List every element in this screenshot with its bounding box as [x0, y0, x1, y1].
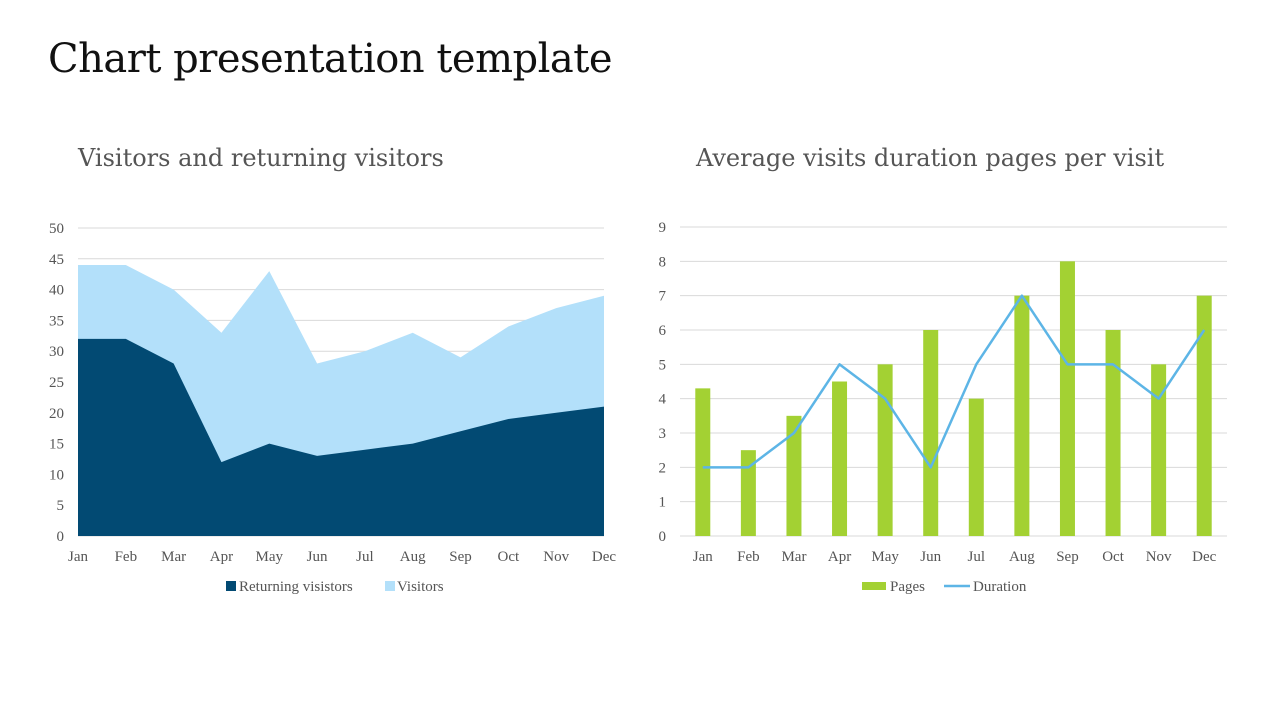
area-x-tick: Jun: [307, 549, 328, 565]
legend-returning-swatch: [226, 581, 236, 591]
bar-x-tick: Jan: [693, 549, 713, 565]
area-x-tick: Mar: [161, 549, 186, 565]
area-x-tick: Jan: [68, 549, 88, 565]
area-x-tick: Oct: [498, 549, 520, 565]
bar-x-tick: Aug: [1009, 549, 1035, 565]
bar-y-tick: 6: [659, 323, 667, 339]
bar-x-tick: Jun: [920, 549, 941, 565]
area-y-tick: 50: [49, 221, 64, 237]
bar-y-tick: 1: [659, 495, 667, 511]
area-x-tick: May: [256, 549, 284, 565]
pages-bar: [968, 398, 984, 536]
pages-bar: [1105, 330, 1121, 536]
area-x-tick: Sep: [449, 549, 472, 565]
legend-duration-label: Duration: [973, 579, 1027, 595]
page-title: Chart presentation template: [48, 36, 613, 82]
pages-bar: [740, 450, 756, 536]
legend-returning-label: Returning visistors: [239, 579, 353, 595]
bar-chart-title: Average visits duration pages per visit: [696, 144, 1165, 172]
bar-y-tick: 0: [659, 529, 667, 545]
area-y-tick: 30: [49, 344, 64, 360]
area-x-tick: Feb: [115, 549, 138, 565]
pages-bar: [1059, 261, 1075, 536]
pages-bar: [786, 415, 802, 536]
area-y-tick: 5: [57, 498, 65, 514]
area-x-tick: Nov: [543, 549, 569, 565]
area-returning-visitors: [78, 338, 604, 536]
pages-bar: [923, 330, 939, 536]
area-y-tick: 10: [49, 467, 64, 483]
bar-y-tick: 7: [659, 289, 667, 305]
pages-bar: [695, 388, 711, 536]
area-x-tick: Jul: [356, 549, 374, 565]
pages-bar: [1014, 295, 1030, 536]
bar-x-tick: Apr: [828, 549, 851, 565]
pages-bar: [1196, 295, 1212, 536]
bar-x-tick: Mar: [781, 549, 806, 565]
bar-y-tick: 4: [659, 392, 667, 408]
area-y-tick: 15: [49, 437, 64, 453]
area-y-tick: 35: [49, 313, 64, 329]
area-y-tick: 20: [49, 406, 64, 422]
bar-x-tick: May: [871, 549, 899, 565]
bar-x-tick: Nov: [1146, 549, 1172, 565]
bar-y-tick: 3: [659, 426, 667, 442]
legend-pages-label: Pages: [890, 579, 925, 595]
area-y-tick: 25: [49, 375, 64, 391]
area-y-tick: 45: [49, 252, 64, 268]
bar-x-tick: Oct: [1102, 549, 1124, 565]
area-x-tick: Aug: [400, 549, 426, 565]
bar-y-tick: 9: [659, 220, 667, 236]
legend-pages-swatch: [862, 582, 886, 590]
area-chart-title: Visitors and returning visitors: [78, 144, 444, 172]
legend-visitors-label: Visitors: [397, 579, 444, 595]
duration-line: [702, 294, 1206, 469]
bar-y-tick: 8: [659, 254, 667, 270]
bar-x-tick: Jul: [968, 549, 986, 565]
bar-y-tick: 5: [659, 357, 667, 373]
pages-bar: [832, 381, 848, 536]
pages-bar: [1151, 364, 1167, 536]
area-y-tick: 40: [49, 283, 64, 299]
bar-x-tick: Feb: [737, 549, 760, 565]
bar-y-tick: 2: [659, 460, 667, 476]
bar-x-tick: Sep: [1056, 549, 1079, 565]
area-x-tick: Dec: [592, 549, 616, 565]
legend-visitors-swatch: [385, 581, 395, 591]
pages-bar: [877, 364, 893, 536]
bar-x-tick: Dec: [1192, 549, 1216, 565]
area-x-tick: Apr: [210, 549, 233, 565]
area-y-tick: 0: [57, 529, 65, 545]
